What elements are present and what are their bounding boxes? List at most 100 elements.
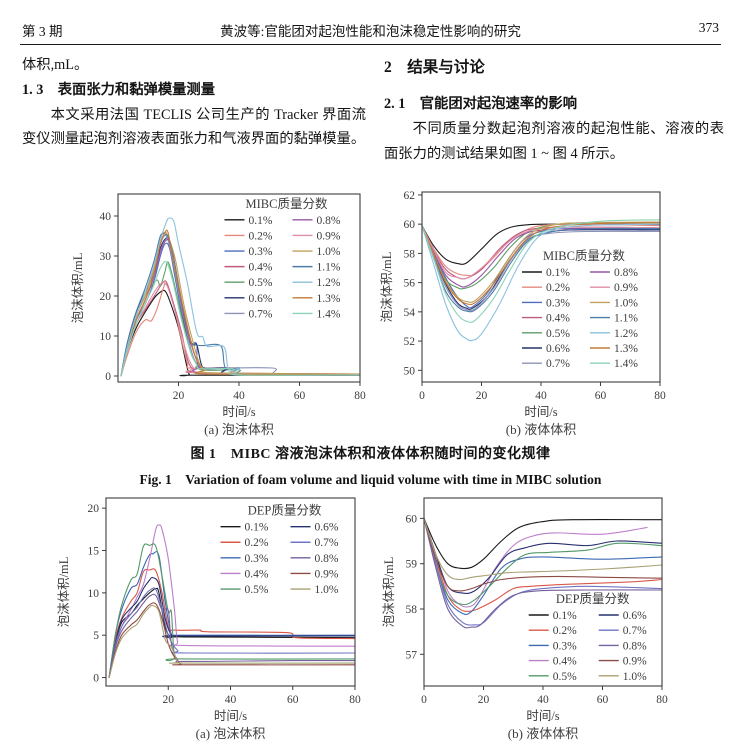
y-tick-label: 30 xyxy=(100,251,112,263)
x-axis-label: 时间/s xyxy=(526,709,559,723)
legend-entry-label: 0.2% xyxy=(546,282,570,294)
subsection-heading-2-1: 2. 1 官能团对起泡速率的影响 xyxy=(384,96,578,112)
right-column: 2 结果与讨论 2. 1 官能团对起泡速率的影响 不同质量分数起泡剂溶液的起泡性… xyxy=(384,57,724,166)
series-line-1.2% xyxy=(421,223,661,342)
series-line-0.9% xyxy=(423,517,663,592)
legend-entry-label: 0.5% xyxy=(553,671,577,683)
paragraph-results-intro: 不同质量分数起泡剂溶液的起泡性能、溶液的表面张力的测试结果如图 1 ~ 图 4 … xyxy=(384,121,724,162)
legend-entry-label: 0.9% xyxy=(623,656,647,668)
x-tick-label: 80 xyxy=(654,390,666,402)
x-tick-label: 40 xyxy=(225,694,237,706)
legend-entry-label: 0.1% xyxy=(245,522,269,534)
y-tick-label: 20 xyxy=(100,291,112,303)
legend-entry-label: 0.8% xyxy=(614,267,638,279)
legend-entry-label: 1.2% xyxy=(316,277,340,289)
y-tick-label: 57 xyxy=(406,649,418,661)
series-line-0.8% xyxy=(423,517,663,629)
y-tick-label: 5 xyxy=(93,630,99,642)
legend-entry-label: 0.3% xyxy=(245,553,269,565)
chart-dep-foam-volume: 0 5 10 15 20 20 40 60 80 时间/s 泡沫体积/mL (a) 泡沫体积 DEP质量… xyxy=(57,497,361,741)
x-axis-label: 时间/s xyxy=(222,405,255,419)
figure-caption-english: Fig. 1 Variation of foam volume and liqu… xyxy=(139,472,602,487)
legend-entry-label: 1.3% xyxy=(614,343,638,355)
series-line-1.0% xyxy=(421,221,661,303)
y-tick-label: 60 xyxy=(404,219,416,231)
x-tick-label: 80 xyxy=(349,694,361,706)
legend-entry-label: 0.8% xyxy=(316,215,340,227)
paragraph-methods: 本文采用法国 TECLIS 公司生产的 Tracker 界面流变仪测量起泡剂溶液… xyxy=(22,106,366,148)
legend-entry-label: 1.4% xyxy=(316,308,340,320)
series-line-0.2% xyxy=(108,568,356,679)
series-line-0.9% xyxy=(108,602,356,679)
legend-entry-label: 0.6% xyxy=(623,610,647,622)
legend-entry-label: 1.1% xyxy=(614,313,638,325)
legend-entry-label: 0.5% xyxy=(546,328,570,340)
x-tick-label: 40 xyxy=(233,390,245,402)
legend-entry-label: 0.2% xyxy=(553,625,577,637)
legend-entry-label: 0.8% xyxy=(623,640,647,652)
y-tick-label: 40 xyxy=(100,211,112,223)
y-tick-label: 10 xyxy=(88,588,100,600)
legend-title: MIBC质量分数 xyxy=(246,196,328,211)
legend-entry-label: 0.9% xyxy=(315,568,339,580)
subplot-caption: (a) 泡沫体积 xyxy=(204,422,274,437)
chart-mibc-liquid-volume: 50 52 54 56 58 60 62 0 20 40 60 80 时间/s 泡沫体积/mL (b) 液体… xyxy=(380,190,666,437)
section-heading-2: 2 结果与讨论 xyxy=(384,59,485,76)
x-axis-label: 时间/s xyxy=(524,405,557,419)
legend-entry-label: 0.4% xyxy=(245,568,269,580)
y-tick-label: 59 xyxy=(406,559,418,571)
legend-entry-label: 0.9% xyxy=(614,282,638,294)
series-line-0.7% xyxy=(108,587,356,679)
x-tick-label: 20 xyxy=(173,390,185,402)
y-tick-label: 10 xyxy=(100,331,112,343)
x-tick-label: 20 xyxy=(476,390,488,402)
y-tick-label: 54 xyxy=(404,307,416,319)
legend-entry-label: 0.1% xyxy=(546,267,570,279)
journal-issue: 第 3 期 xyxy=(22,24,63,39)
legend-entry-label: 1.0% xyxy=(316,246,340,258)
x-tick-label: 80 xyxy=(354,390,366,402)
legend-entry-label: 0.4% xyxy=(553,656,577,668)
legend-entry-label: 0.7% xyxy=(623,625,647,637)
series-line-0.5% xyxy=(423,517,663,606)
x-tick-label: 40 xyxy=(535,390,547,402)
figure-caption-chinese: 图 1 MIBC 溶液泡沫体积和液体体积随时间的变化规律 xyxy=(190,447,551,462)
legend-entry-label: 0.5% xyxy=(245,584,269,596)
legend-entry-label: 0.2% xyxy=(245,537,269,549)
legend-entry-label: 0.4% xyxy=(546,313,570,325)
series-line-1.2% xyxy=(120,217,361,377)
x-tick-label: 60 xyxy=(287,694,299,706)
left-column: 体积,mL。 1. 3 表面张力和黏弹模量测量 本文采用法国 TECLIS 公司… xyxy=(22,53,366,152)
y-axis-label: 泡沫体积/mL xyxy=(380,252,394,323)
series-line-0.1% xyxy=(108,587,356,679)
legend-entry-label: 1.0% xyxy=(623,671,647,683)
series-line-0.3% xyxy=(423,517,663,615)
figure-1-caption: 图 1 MIBC 溶液泡沫体积和液体体积随时间的变化规律 Fig. 1 Vari… xyxy=(0,443,741,488)
series-line-1.4% xyxy=(421,219,661,323)
legend-title: DEP质量分数 xyxy=(556,591,630,606)
legend-entry-label: 1.3% xyxy=(316,293,340,305)
legend-entry-label: 0.6% xyxy=(248,293,272,305)
page-header: 第 3 期 黄波等:官能团对起泡性能和泡沫稳定性影响的研究 373 xyxy=(22,20,719,40)
y-axis-label: 泡沫体积/mL xyxy=(71,253,85,324)
y-tick-label: 56 xyxy=(404,278,416,290)
y-tick-label: 58 xyxy=(404,248,416,260)
x-tick-label: 60 xyxy=(595,390,607,402)
y-tick-label: 58 xyxy=(406,604,418,616)
series-line-0.1% xyxy=(423,517,663,570)
legend-entry-label: 0.5% xyxy=(248,277,272,289)
legend-entry-label: 0.6% xyxy=(315,522,339,534)
legend-entry-label: 0.4% xyxy=(248,262,272,274)
y-tick-label: 0 xyxy=(105,371,111,383)
series-line-1.1% xyxy=(421,225,661,313)
series-line-1.3% xyxy=(421,222,661,306)
series-line-1.4% xyxy=(120,260,361,377)
legend-entry-label: 0.6% xyxy=(546,343,570,355)
series-line-0.7% xyxy=(421,225,661,312)
series-line-0.8% xyxy=(108,593,356,679)
legend-entry-label: 0.7% xyxy=(248,308,272,320)
series-line-0.6% xyxy=(108,576,356,679)
legend-entry-label: 0.7% xyxy=(546,358,570,370)
legend-title: MIBC质量分数 xyxy=(543,248,625,263)
series-line-0.1% xyxy=(421,223,661,265)
